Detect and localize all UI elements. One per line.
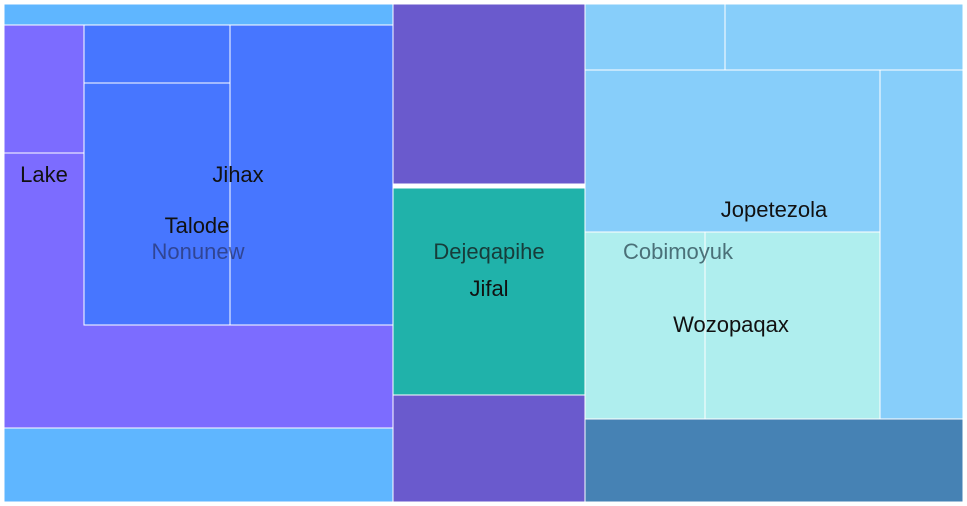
leaf-label-jifal: Jifal xyxy=(469,276,508,301)
tile-jihax xyxy=(229,24,394,326)
treemap-tiles xyxy=(3,3,964,503)
tile-g0-6 xyxy=(3,427,394,503)
tile-g0-0 xyxy=(3,3,394,26)
tile-jifal xyxy=(392,187,586,396)
tile-g2-3 xyxy=(879,69,964,420)
tile-g2-1 xyxy=(724,3,964,71)
tile-g2-0 xyxy=(584,3,726,71)
tile-jopetezola xyxy=(584,69,881,233)
tile-talode xyxy=(83,82,231,326)
group-label-cobimoyuk: Cobimoyuk xyxy=(623,239,734,264)
tile-g1-0 xyxy=(392,3,586,185)
tile-g2-6 xyxy=(584,418,964,503)
leaf-label-jihax: Jihax xyxy=(212,162,263,187)
tile-g2-4 xyxy=(584,231,706,420)
tile-g1-2 xyxy=(392,394,586,503)
treemap-labels: Nonunew Dejeqapihe Cobimoyuk Lake Talode Jiha… xyxy=(20,162,828,337)
leaf-label-lake: Lake xyxy=(20,162,68,187)
tile-wozopaqax xyxy=(704,231,881,420)
leaf-label-wozopaqax: Wozopaqax xyxy=(673,312,789,337)
leaf-label-jopetezola: Jopetezola xyxy=(721,197,828,222)
tile-g0-3 xyxy=(83,24,231,84)
tile-lake xyxy=(3,24,85,154)
group-label-nonunew: Nonunew xyxy=(152,239,245,264)
leaf-label-talode: Talode xyxy=(165,213,230,238)
group-label-dejeqapihe: Dejeqapihe xyxy=(433,239,544,264)
